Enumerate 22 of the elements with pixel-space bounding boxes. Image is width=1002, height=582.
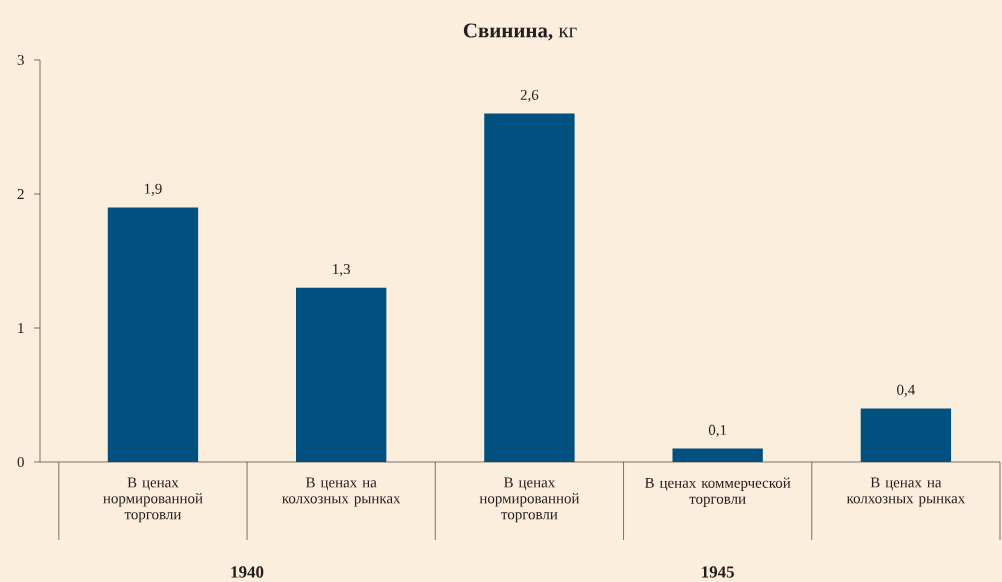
data-label: 1,9 (144, 183, 162, 196)
bar (672, 448, 763, 462)
x-tick-label: В ценах коммерческой торговли (645, 477, 791, 507)
text: 1945 (702, 566, 734, 578)
data-label: 2,6 (520, 89, 539, 103)
chart-title: Свинина, кг (463, 23, 577, 41)
bar (484, 113, 575, 462)
y-tick-label: 1 (18, 323, 24, 333)
x-tick-label: В ценах на колхозных рынках (846, 477, 966, 507)
y-tick-label: 0 (17, 456, 24, 468)
y-tick-label: 2 (17, 189, 24, 199)
bar (860, 408, 952, 462)
x-tick-label: В ценах нормированной торговли (479, 477, 580, 523)
data-label: 0,1 (708, 424, 727, 438)
y-tick-label: 3 (17, 54, 24, 66)
bar (107, 207, 199, 462)
text: 1940 (231, 566, 264, 578)
data-label: 1,3 (333, 264, 350, 277)
x-tick-label: В ценах на колхозных рынках (282, 477, 401, 507)
bar (296, 287, 387, 462)
x-tick-label: В ценах нормированной торговли (103, 477, 203, 523)
data-label: 0,4 (897, 384, 915, 397)
